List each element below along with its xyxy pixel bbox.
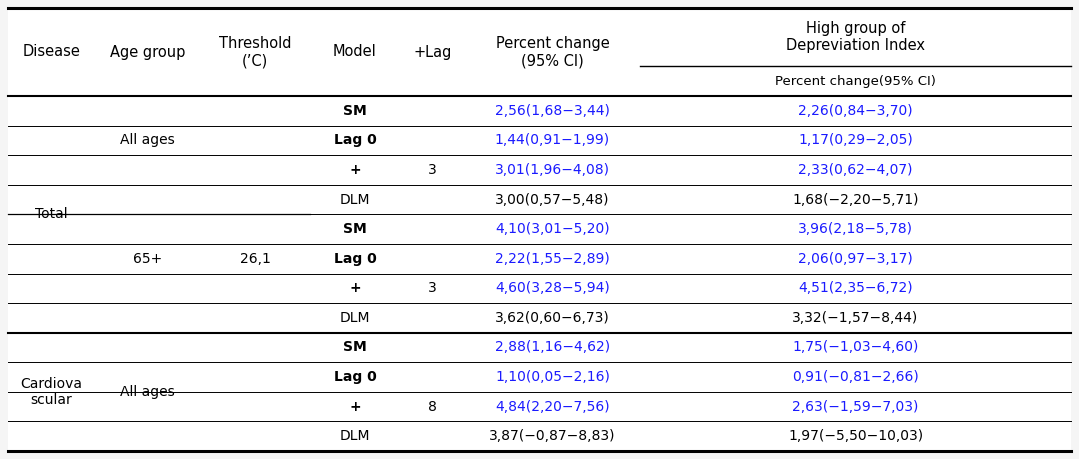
Text: 3,00(0,57−5,48): 3,00(0,57−5,48) [495, 192, 610, 207]
Text: 2,63(−1,59−7,03): 2,63(−1,59−7,03) [792, 400, 918, 414]
Text: Disease: Disease [23, 45, 81, 60]
Text: High group of
Depreviation Index: High group of Depreviation Index [786, 21, 925, 53]
Text: Lag 0: Lag 0 [333, 252, 377, 266]
Text: 1,97(−5,50−10,03): 1,97(−5,50−10,03) [788, 429, 923, 443]
Text: +Lag: +Lag [413, 45, 452, 60]
Text: Age group: Age group [110, 45, 186, 60]
Text: DLM: DLM [340, 192, 370, 207]
Text: 1,17(0,29−2,05): 1,17(0,29−2,05) [798, 134, 913, 147]
Text: 2,88(1,16−4,62): 2,88(1,16−4,62) [495, 341, 610, 354]
Text: DLM: DLM [340, 429, 370, 443]
Text: 3,62(0,60−6,73): 3,62(0,60−6,73) [495, 311, 610, 325]
Text: 3,32(−1,57−8,44): 3,32(−1,57−8,44) [792, 311, 918, 325]
Text: Percent change(95% CI): Percent change(95% CI) [775, 74, 935, 88]
Text: 4,10(3,01−5,20): 4,10(3,01−5,20) [495, 222, 610, 236]
Text: 1,68(−2,20−5,71): 1,68(−2,20−5,71) [792, 192, 918, 207]
Text: 3,01(1,96−4,08): 3,01(1,96−4,08) [495, 163, 610, 177]
Text: SM: SM [343, 222, 367, 236]
Text: 65+: 65+ [133, 252, 162, 266]
Text: Lag 0: Lag 0 [333, 134, 377, 147]
Text: 1,44(0,91−1,99): 1,44(0,91−1,99) [495, 134, 610, 147]
Text: +: + [350, 281, 360, 295]
Text: 3: 3 [428, 281, 437, 295]
Text: +: + [350, 400, 360, 414]
Text: 4,51(2,35−6,72): 4,51(2,35−6,72) [798, 281, 913, 295]
Text: 8: 8 [428, 400, 437, 414]
Text: 2,33(0,62−4,07): 2,33(0,62−4,07) [798, 163, 913, 177]
Text: SM: SM [343, 104, 367, 118]
Text: DLM: DLM [340, 311, 370, 325]
Text: Model: Model [333, 45, 377, 60]
Text: 4,60(3,28−5,94): 4,60(3,28−5,94) [495, 281, 610, 295]
Text: 1,75(−1,03−4,60): 1,75(−1,03−4,60) [792, 341, 918, 354]
Text: SM: SM [343, 341, 367, 354]
Text: Cardiova
scular: Cardiova scular [21, 377, 82, 407]
Text: 3,87(−0,87−8,83): 3,87(−0,87−8,83) [489, 429, 616, 443]
Text: 2,22(1,55−2,89): 2,22(1,55−2,89) [495, 252, 610, 266]
Text: 3: 3 [428, 163, 437, 177]
Text: 3,96(2,18−5,78): 3,96(2,18−5,78) [798, 222, 913, 236]
Text: Percent change
(95% CI): Percent change (95% CI) [495, 36, 610, 68]
Text: 2,06(0,97−3,17): 2,06(0,97−3,17) [798, 252, 913, 266]
Text: +: + [350, 163, 360, 177]
Text: Threshold
(ʼC): Threshold (ʼC) [219, 36, 291, 68]
Text: 1,10(0,05−2,16): 1,10(0,05−2,16) [495, 370, 610, 384]
Text: 4,84(2,20−7,56): 4,84(2,20−7,56) [495, 400, 610, 414]
Text: 2,56(1,68−3,44): 2,56(1,68−3,44) [495, 104, 610, 118]
Text: 26,1: 26,1 [240, 252, 271, 266]
Text: 0,91(−0,81−2,66): 0,91(−0,81−2,66) [792, 370, 919, 384]
Text: Lag 0: Lag 0 [333, 370, 377, 384]
Text: 2,26(0,84−3,70): 2,26(0,84−3,70) [798, 104, 913, 118]
Text: Total: Total [36, 207, 68, 221]
Text: All ages: All ages [120, 134, 175, 147]
Text: All ages: All ages [120, 385, 175, 399]
